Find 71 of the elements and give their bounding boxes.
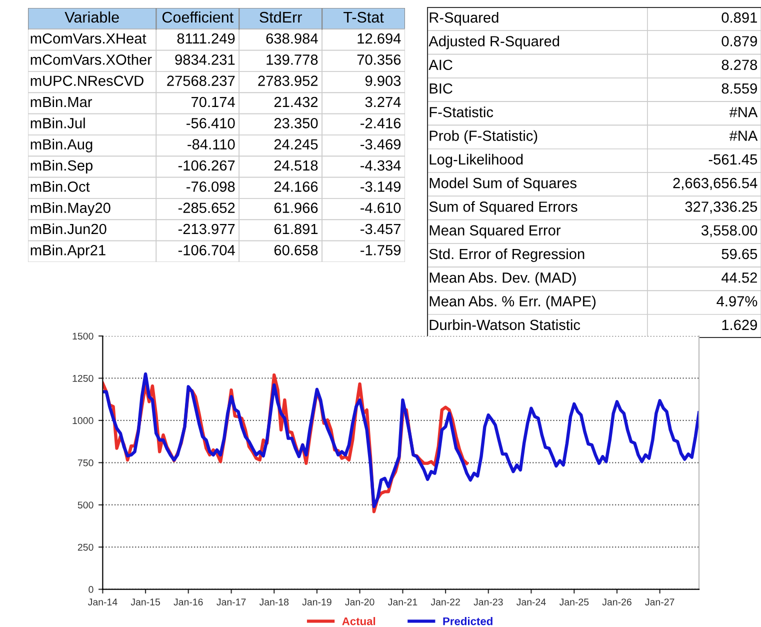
text: -3.469 [360,139,401,150]
text: mBin.Aug [30,138,92,152]
x-tick-label: Jan-18 [259,598,289,606]
text: -2.416 [360,118,401,128]
text: -76.098 [186,182,235,192]
text: 23.350 [274,118,318,128]
text: -285.652 [178,202,235,213]
text: 3.274 [365,96,401,108]
x-tick-label: Jan-17 [216,598,246,606]
text: mBin.Apr21 [30,244,106,258]
text: 70.356 [357,54,401,65]
x-tick-label: Jan-16 [174,598,203,606]
text: -4.610 [360,202,401,213]
text: mBin.May20 [30,202,110,216]
text: -84.110 [188,139,235,150]
text: 24.518 [274,160,318,171]
y-tick-label: 250 [78,544,94,551]
x-tick-label: Jan-23 [474,598,503,606]
text: -213.977 [178,224,235,234]
text: -1.759 [360,245,401,256]
text: mBin.Oct [30,181,90,192]
x-tick-label: Jan-26 [602,598,632,606]
y-tick-label: 0 [88,586,94,593]
text: -4.334 [360,160,401,171]
text: mBin.Jun20 [30,223,106,234]
text: 638.984 [266,33,318,44]
category-label: Coefficient [162,11,234,23]
text: 61.891 [274,224,318,234]
text: -56.410 [186,118,235,128]
x-tick-label: Jan-22 [430,598,460,606]
text: 24.245 [274,139,318,150]
text: mBin.Sep [30,160,92,174]
y-tick-label: 1500 [72,332,94,340]
x-tick-label: Jan-19 [302,598,332,606]
y-tick-label: 1250 [72,374,94,382]
text: 139.778 [266,54,318,65]
text: -3.149 [360,182,401,192]
text: 70.174 [191,96,235,108]
x-tick-label: Jan-14 [88,598,118,606]
text: 60.658 [274,245,318,256]
text: mComVars.XOther [30,54,152,65]
text: 9.903 [365,76,401,86]
text: 21.432 [274,96,318,108]
text: 2783.952 [258,76,318,86]
text: 8111.249 [177,33,235,44]
text: mBin.Mar [30,96,92,108]
legend-label: Predicted [443,617,492,626]
y-tick-label: 1000 [72,417,94,424]
category-label: T-Stat [343,12,384,23]
text: 27568.237 [167,76,235,86]
text: mBin.Jul [30,118,85,128]
text: mUPC.NResCVD [30,76,144,86]
text: mComVars.XHeat [30,33,146,44]
text: 24.166 [274,182,318,192]
text: 9834.231 [175,54,235,65]
text: 61.966 [274,202,318,213]
x-tick-label: Jan-25 [559,598,589,606]
text: -106.267 [178,160,235,171]
y-tick-label: 500 [78,502,94,508]
x-tick-label: Jan-24 [516,598,546,606]
y-tick-label: 750 [78,459,94,466]
legend-label: Actual [342,617,376,626]
text: -3.457 [360,224,400,234]
category-label: StdErr [260,11,302,23]
text: -106.704 [178,245,235,256]
x-tick-label: Jan-27 [645,598,674,606]
x-tick-label: Jan-15 [130,598,160,606]
category-label: Variable [64,11,119,23]
text: 12.694 [358,33,401,44]
x-tick-label: Jan-21 [388,598,418,606]
x-tick-label: Jan-20 [345,598,374,606]
